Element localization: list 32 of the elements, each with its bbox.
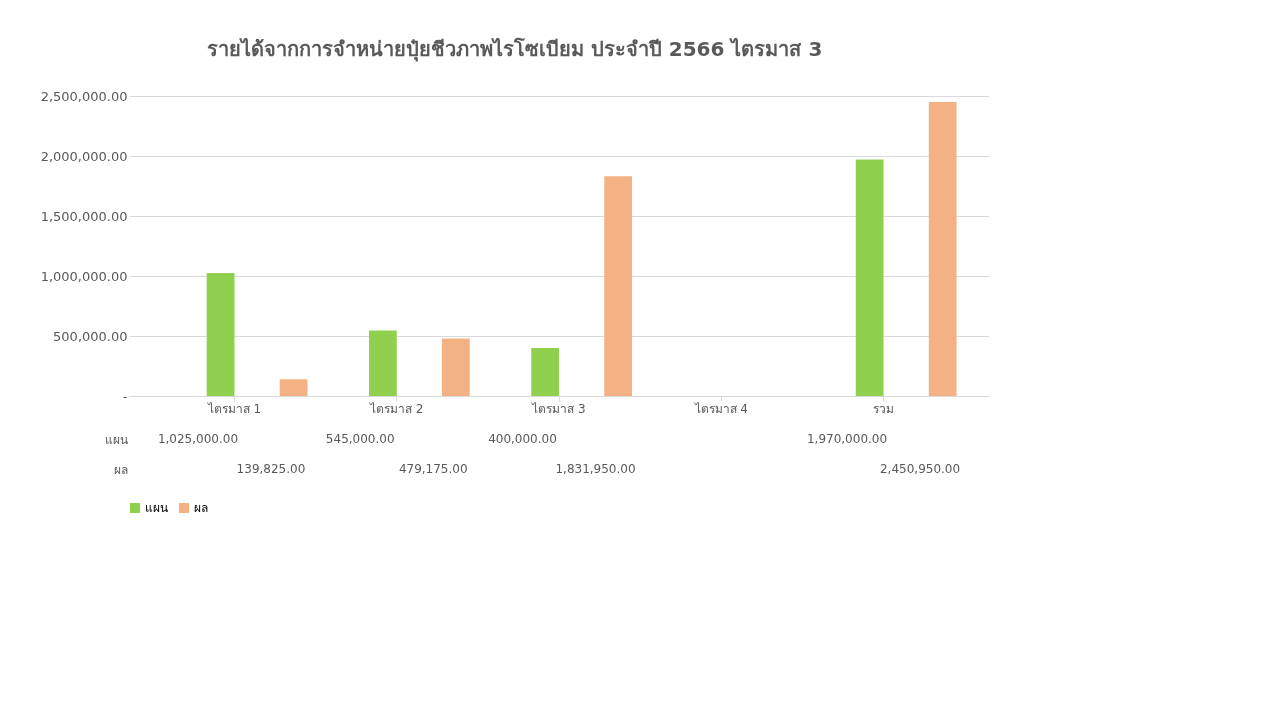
x-tick-label: ไตรมาส 4 (693, 401, 748, 416)
x-tick-label: ไตรมาส 2 (369, 401, 424, 416)
data-label: 2,450,950.00 (879, 462, 961, 476)
x-tick-label: ไตรมาส 3 (531, 401, 586, 416)
y-tick-label: 2,000,000.00 (40, 148, 128, 164)
bar (531, 348, 559, 396)
data-label: 479,175.00 (398, 462, 468, 476)
x-tick-label: รวม (873, 401, 895, 416)
y-tick-label: - (122, 388, 128, 404)
x-tick-label: ไตรมาส 1 (206, 401, 262, 416)
data-label: 139,825.00 (236, 462, 306, 476)
bar (368, 330, 397, 396)
bar (206, 273, 235, 396)
data-label: 545,000.00 (325, 432, 395, 446)
data-label: 1,025,000.00 (157, 432, 239, 446)
chart-title: รายได้จากการจำหน่ายปุ๋ยชีวภาพไรโซเบียม ประจำปี 2566 ไตรมาส 3 (206, 37, 823, 62)
bar (855, 159, 884, 396)
legend-label: แผน (145, 501, 168, 515)
y-tick-label: 2,500,000.00 (40, 88, 128, 104)
legend-label: ผล (194, 501, 208, 515)
bar (928, 101, 957, 396)
data-label: 1,831,950.00 (555, 462, 636, 476)
data-label: 1,970,000.00 (806, 432, 888, 446)
text: ผล (113, 462, 128, 477)
y-tick-label: 1,500,000.00 (40, 208, 128, 224)
bar (279, 379, 308, 396)
text: แผน (104, 432, 128, 447)
y-tick-label: 1,000,000.00 (40, 268, 128, 284)
bar (442, 338, 470, 396)
bar (604, 176, 633, 396)
y-tick-label: 500,000.00 (53, 328, 128, 344)
data-label: 400,000.00 (488, 432, 557, 446)
